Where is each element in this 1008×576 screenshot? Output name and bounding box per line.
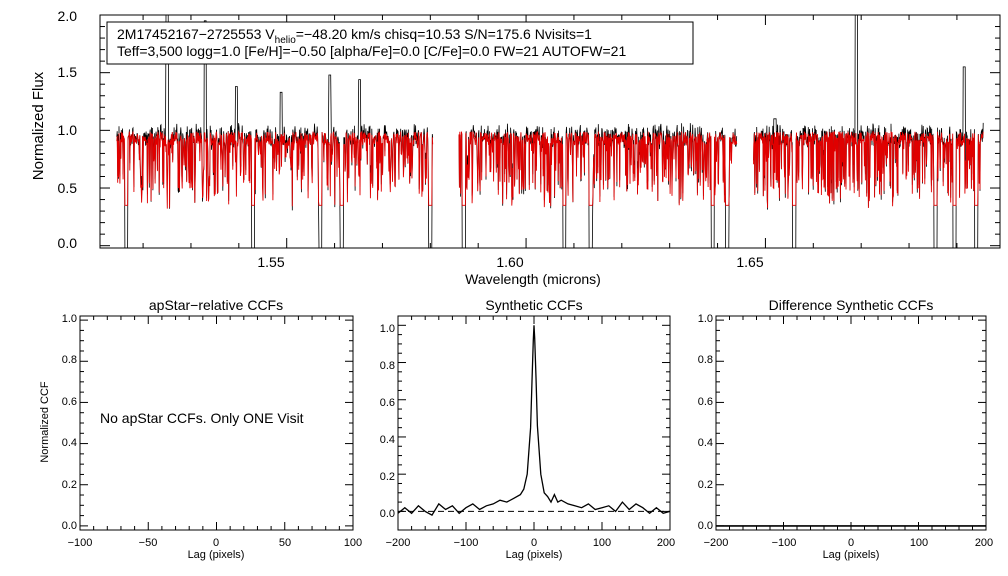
annotation-stats: =−48.20 km/s chisq=10.53 S/N=175.6 Nvisi… [296,26,592,42]
apstar-ccf-ticks [79,316,354,530]
apstar-ccf-message: No apStar CCFs. Only ONE Visit [100,410,304,426]
spectrum-annotation-line1: 2M17452167−2725553 Vhelio=−48.20 km/s ch… [117,26,592,46]
synthetic-ccf-ticks [397,316,671,530]
difference-ccf-ticks [715,316,987,530]
annotation-star-id: 2M17452167−2725553 V [117,26,275,42]
observed-spectrum-segment [753,14,984,249]
synthetic-ccf-line [397,325,671,516]
synthetic-ccf-ytick-label: 0.2 [380,471,395,483]
synthetic-ccf-plot-frame [397,315,671,531]
spectrum-ytick-label: 0.5 [58,180,78,196]
apstar-ccf-xtick-label: 50 [279,537,291,549]
difference-ccf-x-axis-label: Lag (pixels) [823,549,880,561]
difference-ccf-ytick-label: 0.2 [698,479,713,491]
difference-ccf-xtick-label: −200 [704,537,729,549]
difference-ccf-ytick-label: 0.0 [698,520,713,532]
annotation-subscript: helio [275,35,297,46]
difference-ccf-ytick-label: 0.4 [698,437,713,449]
synthetic-ccf-ytick-label: 0.0 [380,508,395,520]
apstar-ccf-ytick-label: 0.6 [62,396,77,408]
spectrum-xtick-label: 1.55 [257,254,284,270]
synthetic-ccf-xtick-label: −200 [386,537,411,549]
spectrum-x-axis-label: Wavelength (microns) [465,271,601,287]
synthetic-ccf-title: Synthetic CCFs [485,297,582,313]
difference-ccf-panel: Difference Synthetic CCFs −200 −100 0 10… [698,297,993,561]
spectrum-panel: 1.55 1.60 1.65 0.0 0.5 1.0 1.5 2.0 Wavel… [30,8,1001,287]
apstar-ccf-xtick-label: 100 [344,537,362,549]
difference-ccf-xtick-label: 0 [848,537,854,549]
spectrum-y-axis-label: Normalized Flux [30,71,47,180]
apstar-ccf-xtick-label: −100 [68,537,93,549]
difference-ccf-xtick-label: 200 [975,537,993,549]
apstar-ccf-ytick-label: 1.0 [62,313,77,325]
model-spectrum-segment [458,131,738,208]
spectrum-plot-frame [99,14,1001,249]
synthetic-ccf-x-axis-label: Lag (pixels) [506,549,563,561]
synthetic-ccf-xtick-label: 100 [593,537,611,549]
apstar-ccf-ytick-label: 0.0 [62,520,77,532]
synthetic-ccf-ytick-label: 1.0 [380,323,395,335]
apstar-ccf-xtick-label: −50 [139,537,158,549]
synthetic-ccf-xtick-label: 0 [531,537,537,549]
difference-ccf-title: Difference Synthetic CCFs [769,297,934,313]
synthetic-ccf-xtick-label: −100 [454,537,479,549]
spectrum-ticks [100,14,1000,248]
difference-ccf-xtick-label: 100 [910,537,928,549]
spectrum-ytick-label: 1.5 [58,64,78,80]
synthetic-ccf-ytick-label: 0.8 [380,360,395,372]
spectrum-ytick-label: 0.0 [58,235,78,251]
apstar-ccf-title: apStar−relative CCFs [149,297,283,313]
difference-ccf-ytick-label: 0.6 [698,396,713,408]
spectrum-ytick-label: 2.0 [58,8,78,24]
synthetic-ccf-ytick-label: 0.6 [380,397,395,409]
spectrum-xtick-label: 1.60 [496,254,523,270]
synthetic-ccf-curve [397,325,671,516]
apstar-ccf-xtick-label: 0 [213,537,219,549]
difference-ccf-ytick-label: 0.8 [698,354,713,366]
spectrum-model-line [116,130,984,209]
synthetic-ccf-panel: Synthetic CCFs −200 −100 0 100 200 0.0 0… [380,297,675,561]
difference-ccf-xtick-label: −100 [772,537,797,549]
apstar-ccf-ytick-label: 0.8 [62,354,77,366]
synthetic-ccf-xtick-label: 200 [657,537,675,549]
ccf-y-axis-label: Normalized CCF [39,381,51,463]
difference-ccf-plot-frame [715,315,987,531]
model-spectrum-segment [753,130,984,209]
model-spectrum-segment [116,130,434,209]
apstar-ccf-panel: apStar−relative CCFs No apStar CCFs. Onl… [39,297,362,561]
spectrum-annotation-line2: Teff=3,500 logg=1.0 [Fe/H]=−0.50 [alpha/… [117,43,626,59]
apstar-ccf-ytick-label: 0.2 [62,479,77,491]
synthetic-ccf-ytick-label: 0.4 [380,434,395,446]
difference-ccf-ytick-label: 1.0 [698,313,713,325]
spectrum-ytick-label: 1.0 [58,122,78,138]
spectrum-xtick-label: 1.65 [736,254,763,270]
spectrum-annotation-box [106,21,694,65]
apstar-ccf-ytick-label: 0.4 [62,437,77,449]
apstar-ccf-x-axis-label: Lag (pixels) [188,549,245,561]
